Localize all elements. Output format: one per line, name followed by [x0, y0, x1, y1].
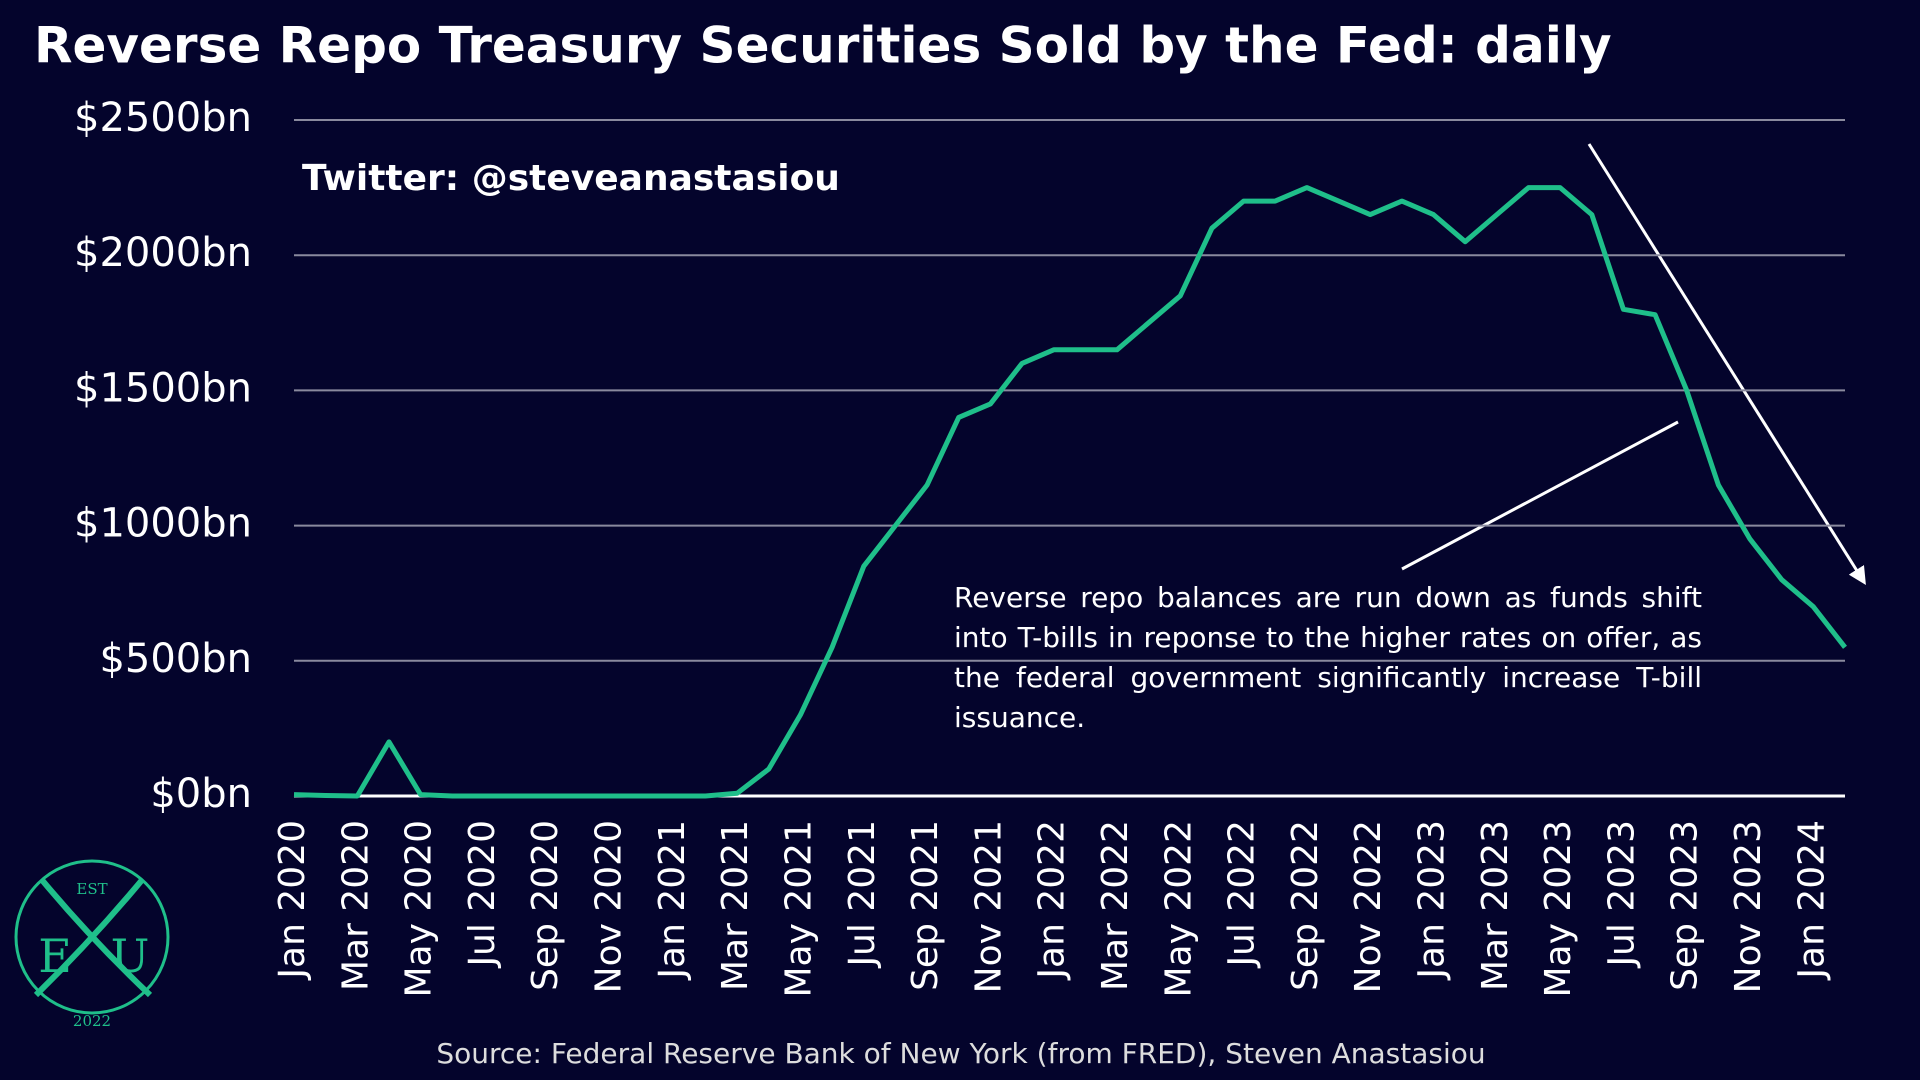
x-tick-label: Mar 2023: [1475, 820, 1516, 991]
x-tick-label: Nov 2020: [589, 820, 630, 993]
source: Source: Federal Reserve Bank of New York…: [436, 1037, 1485, 1070]
y-tick-label: $500bn: [99, 636, 252, 682]
logo: EST E U 2022: [14, 859, 170, 1030]
logo-ring: [14, 859, 170, 1015]
annotation: Reverse repo balances are run down as fu…: [954, 581, 1702, 734]
x-tick-label: Mar 2021: [715, 820, 756, 991]
logo-text: EST: [76, 880, 107, 898]
x-tick-label: Jul 2022: [1222, 820, 1263, 969]
y-tick-label: $1500bn: [74, 365, 252, 411]
y-tick-label: $0bn: [150, 771, 252, 817]
y-tick-label: $1000bn: [74, 501, 252, 547]
pointer-line: [1401, 420, 1679, 571]
x-tick-label: Sep 2023: [1665, 820, 1706, 991]
x-tick-label: Jan 2023: [1412, 820, 1453, 981]
x-tick-label: Nov 2021: [968, 820, 1009, 993]
x-tick-label: Jul 2020: [462, 820, 503, 969]
x-tick-label: Jan 2020: [272, 820, 313, 981]
x-tick-label: May 2022: [1158, 820, 1199, 998]
x-tick-label: Jan 2024: [1791, 820, 1832, 981]
x-tick-label: Mar 2020: [335, 820, 376, 991]
y-tick-label: $2000bn: [74, 230, 252, 276]
x-tick-label: Jul 2023: [1601, 820, 1642, 969]
x-tick-label: May 2023: [1538, 820, 1579, 998]
x-tick-label: Mar 2022: [1095, 820, 1136, 991]
x-tick-label: Jul 2021: [842, 820, 883, 969]
x-tick-label: Jan 2021: [652, 820, 693, 981]
logo-x: [33, 878, 153, 998]
x-tick-label: Jan 2022: [1032, 820, 1073, 981]
logo-text: U: [111, 929, 150, 983]
logo-text: 2022: [73, 1012, 111, 1030]
x-tick-label: May 2020: [399, 820, 440, 998]
x-tick-label: Nov 2023: [1728, 820, 1769, 993]
trend-arrow: [1587, 143, 1866, 586]
logo-text: E: [38, 929, 72, 983]
x-tick-label: Sep 2022: [1285, 820, 1326, 991]
x-tick-label: Nov 2022: [1348, 820, 1389, 993]
x-tick-label: May 2021: [778, 820, 819, 998]
x-tick-label: Sep 2020: [525, 820, 566, 991]
watermark: Twitter: @steveanastasiou: [302, 158, 840, 199]
data-line: [293, 185, 1847, 799]
x-tick-label: Sep 2021: [905, 820, 946, 991]
y-tick-label: $2500bn: [74, 95, 252, 141]
chart-title: Reverse Repo Treasury Securities Sold by…: [34, 17, 1612, 75]
